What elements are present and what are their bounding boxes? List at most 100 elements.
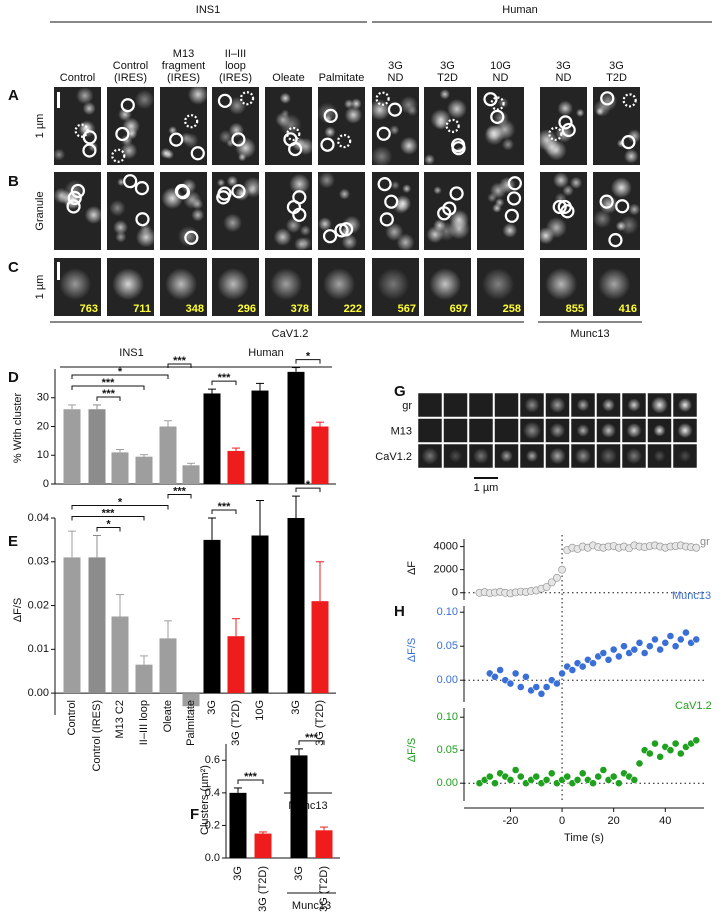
data-point <box>506 679 515 688</box>
image-spot <box>223 213 243 233</box>
significance-label: *** <box>102 507 116 519</box>
significance-bracket <box>211 509 237 514</box>
y-tick-label: 10 <box>37 449 49 461</box>
granule-ring <box>377 177 392 192</box>
image-spot <box>677 397 693 413</box>
data-point <box>542 776 551 784</box>
granule-ring <box>288 141 303 157</box>
y-tick-label: 0 <box>452 587 458 599</box>
column-label: II–III <box>225 48 246 60</box>
image-spot <box>344 106 363 124</box>
image-spot <box>677 422 693 439</box>
granule-ring <box>490 109 505 124</box>
data-point <box>651 739 659 748</box>
column-label: 10G <box>490 60 511 72</box>
image-spot <box>446 98 467 119</box>
data-point <box>692 635 701 644</box>
significance-bracket <box>167 363 192 368</box>
image-spot <box>549 447 566 465</box>
series-label: gr <box>700 536 710 548</box>
image-spot <box>341 234 358 250</box>
group-label: INS1 <box>119 347 143 359</box>
significance-label: *** <box>173 355 187 367</box>
granule-ring <box>561 122 576 138</box>
y-tick-label: 30 <box>37 392 49 404</box>
y-tick-label: 0.03 <box>28 556 49 568</box>
bar <box>182 693 200 707</box>
significance-bracket <box>71 385 145 390</box>
bar <box>227 636 245 694</box>
image-spot <box>238 153 247 162</box>
significance-bracket <box>211 380 237 386</box>
footer-label: Munc13 <box>570 328 609 340</box>
significance-bracket <box>167 494 192 499</box>
image-spot <box>275 112 291 128</box>
x-tick-label: 3G (T2D) <box>230 700 242 746</box>
image-spot <box>270 268 303 301</box>
y-tick-label: 0.2 <box>205 819 220 831</box>
granule-ring <box>217 93 233 108</box>
granule-ring <box>115 126 130 142</box>
data-point <box>558 565 566 574</box>
panel-label: D <box>8 369 19 386</box>
column-label: (IRES) <box>114 72 147 84</box>
image-spot <box>227 96 247 115</box>
image-spot <box>273 228 292 246</box>
image-tile <box>417 392 443 418</box>
granule-ring <box>231 184 246 199</box>
image-spot <box>181 178 197 194</box>
row-label: Granule <box>34 191 46 230</box>
image-spot <box>120 134 133 146</box>
column-label: 3G <box>556 60 571 72</box>
bar <box>159 638 177 694</box>
group-label: Human <box>248 347 283 359</box>
bar <box>182 465 200 484</box>
data-point <box>578 662 587 671</box>
granule-ring <box>622 93 637 108</box>
data-point <box>578 769 587 778</box>
image-spot <box>112 268 145 301</box>
data-point <box>516 683 525 691</box>
granule-ring <box>169 132 184 147</box>
image-spot <box>191 208 205 222</box>
bar <box>111 616 129 694</box>
image-spot <box>377 268 410 301</box>
image-spot <box>226 175 239 187</box>
data-point <box>589 779 597 788</box>
data-point <box>640 649 649 657</box>
data-point <box>630 645 639 654</box>
y-axis-label: % With cluster <box>12 393 24 464</box>
significance-label: *** <box>218 501 232 513</box>
image-spot <box>525 449 539 463</box>
bar <box>111 452 129 484</box>
data-point <box>692 736 701 745</box>
data-point <box>682 628 690 637</box>
image-spot <box>82 101 96 116</box>
granule-ring <box>376 126 391 141</box>
significance-bracket <box>71 516 145 521</box>
granule-ring <box>558 115 573 130</box>
x-tick-label: -20 <box>502 815 518 827</box>
x-tick-label: 3G <box>290 700 302 715</box>
image-spot <box>344 99 354 109</box>
x-tick-label: 20 <box>608 815 620 827</box>
bar <box>135 664 153 694</box>
granule-ring <box>174 183 190 199</box>
granule-ring <box>111 148 126 163</box>
significance-label: * <box>118 366 123 378</box>
image-spot <box>574 447 592 465</box>
data-point <box>671 642 680 651</box>
granule-ring <box>548 126 563 141</box>
data-point <box>671 739 680 748</box>
image-tile <box>468 443 494 469</box>
y-axis-label: ΔF/S <box>406 638 418 662</box>
data-point <box>547 769 556 778</box>
image-spot <box>168 126 178 135</box>
image-spot <box>289 173 310 195</box>
image-spot <box>390 180 400 190</box>
data-point <box>532 772 541 781</box>
cluster-count: 258 <box>503 303 521 315</box>
image-spot <box>628 203 641 216</box>
image-spot <box>653 449 666 463</box>
image-spot <box>626 422 642 439</box>
